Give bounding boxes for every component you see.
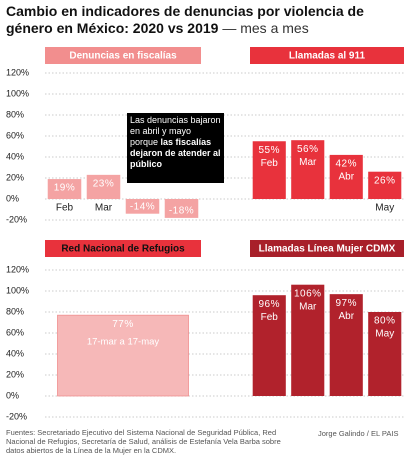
source: Fuentes: Secretariado Ejecutivo del Sist… (6, 428, 281, 455)
value-label: 80% (374, 316, 396, 327)
value-label: 26% (374, 175, 396, 186)
x-tick-label: Feb (261, 312, 279, 323)
y-tick-label: 120% (6, 67, 29, 77)
bar (291, 284, 325, 396)
y-tick-label: 60% (6, 327, 24, 337)
x-tick-label: Abr (338, 311, 354, 322)
bar (329, 154, 363, 199)
y-tick-label: 20% (6, 172, 24, 182)
bar (252, 295, 286, 396)
y-tick-label: 100% (6, 88, 29, 98)
bar (125, 199, 160, 214)
bar (329, 294, 363, 396)
x-tick-label: Feb (261, 158, 279, 169)
bar (368, 171, 402, 199)
panel-header (250, 47, 404, 64)
y-tick-label: 40% (6, 348, 24, 358)
value-label: 19% (54, 183, 76, 194)
annotation-bold: las fiscalías dejaron de atender al públ… (130, 137, 221, 169)
subtitle: — mes a mes (222, 20, 309, 36)
y-tick-label: 120% (6, 264, 29, 274)
credit: Jorge Galindo / EL PAIS (318, 429, 399, 438)
x-tick-label: May (375, 329, 394, 340)
y-tick-label: 0% (6, 193, 19, 203)
bar (86, 174, 121, 199)
panel-title: Red Nacional de Refugios (61, 244, 185, 255)
bar (368, 312, 402, 396)
panel-title: Llamadas Línea Mujer CDMX (259, 244, 396, 255)
value-label: 56% (297, 144, 319, 155)
value-label: 96% (258, 299, 280, 310)
x-tick-label: Mar (95, 203, 113, 214)
panel-title: Denuncias en fiscalías (69, 51, 177, 62)
panel-header (45, 240, 201, 257)
panel-title: Llamadas al 911 (289, 51, 366, 62)
y-tick-label: 60% (6, 130, 24, 140)
bar (291, 140, 325, 199)
panel-header (250, 240, 404, 257)
y-tick-label: 40% (6, 151, 24, 161)
x-tick-label: Abr (338, 172, 354, 183)
x-tick-label: 17-mar a 17-may (87, 337, 160, 348)
bar (57, 314, 189, 397)
value-label: -18% (169, 206, 194, 217)
bar (164, 199, 199, 218)
x-tick-label: Feb (56, 203, 74, 214)
y-tick-label: 80% (6, 109, 24, 119)
annotation-text: Las denuncias bajaron en abril y mayo po… (130, 115, 221, 147)
y-tick-label: 0% (6, 390, 19, 400)
value-label: 42% (335, 159, 357, 170)
x-tick-label: May (375, 203, 394, 214)
title-block: Cambio en indicadores de denuncias por v… (6, 3, 406, 37)
annotation: Las denuncias bajaron en abril y mayo po… (127, 113, 224, 183)
bar (252, 141, 286, 199)
panel-header (45, 47, 201, 64)
y-tick-label: 100% (6, 285, 29, 295)
x-tick-label: Mar (299, 301, 317, 312)
y-tick-label: -20% (6, 411, 27, 421)
y-tick-label: 80% (6, 306, 24, 316)
value-label: 77% (112, 319, 134, 330)
value-label: 55% (258, 145, 280, 156)
value-label: 106% (294, 288, 322, 299)
value-label: 23% (93, 178, 115, 189)
y-tick-label: 20% (6, 369, 24, 379)
chart-title: Cambio en indicadores de denuncias por v… (6, 3, 364, 36)
y-tick-label: -20% (6, 214, 27, 224)
value-label: -14% (130, 201, 155, 212)
value-label: 97% (335, 298, 357, 309)
bar (47, 179, 82, 199)
x-tick-label: Mar (299, 157, 317, 168)
